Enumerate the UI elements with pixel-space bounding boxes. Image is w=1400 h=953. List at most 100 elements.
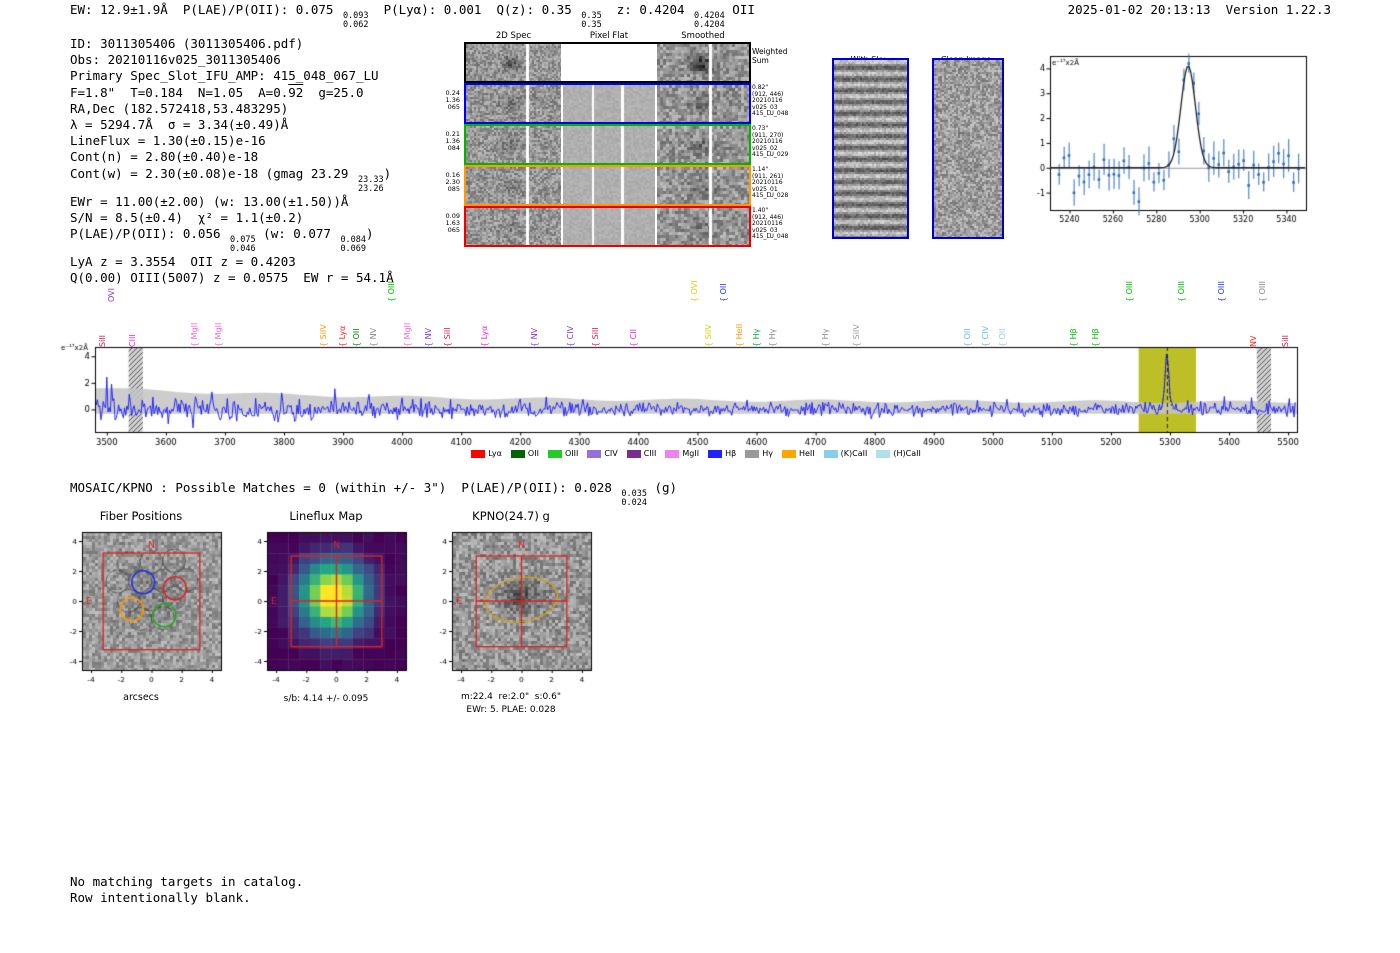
spec2d-strip-smoothed [657, 44, 749, 81]
mosaic-status-line: MOSAIC/KPNO : Possible Matches = 0 (with… [70, 480, 678, 508]
legend-swatch [471, 449, 486, 458]
legend-swatch [876, 449, 891, 458]
legend-label: Hγ [762, 449, 773, 458]
emission-line-label-OIII: { OIII [1176, 280, 1186, 302]
legend-swatch [510, 449, 525, 458]
header-summary: EW: 12.9±1.9Å P(LAE)/P(OII): 0.075 0.093… [70, 2, 755, 30]
legend-item: Hγ [745, 449, 773, 458]
emission-line-label-OII: { OII [719, 283, 729, 302]
info-line: Q(0.00) OIII(5007) z = 0.0575 EW r = 54.… [70, 270, 394, 286]
legend-label: (H)CaII [893, 449, 921, 458]
spec2d-row-weights: 0.09 1.63 065 [445, 212, 460, 234]
kpno-cutout-plot [422, 522, 600, 690]
legend-item: (H)CaII [876, 449, 921, 458]
emission-line-label-OIII: { OIII [1216, 280, 1226, 302]
legend-label: Lyα [488, 449, 502, 458]
footer-line-1: No matching targets in catalog. [70, 874, 304, 889]
header-timestamp: 2025-01-02 20:13:13 Version 1.22.3 [1067, 2, 1331, 17]
legend-swatch [665, 449, 680, 458]
spec2d-row-weights: 0.21 1.36 084 [445, 130, 460, 152]
legend-item: HeII [781, 449, 815, 458]
spec2d-strip-flat [563, 167, 655, 204]
legend-item: OIII [547, 449, 579, 458]
spec2d-strip-flat [563, 208, 655, 245]
info-line: LineFlux = 1.30(±0.15)e-16 [70, 133, 266, 149]
spec2d-col-header: Pixel Flat [589, 31, 629, 41]
info-line: LyA z = 3.3554 OII z = 0.4203 [70, 254, 296, 270]
spectrum-legend: Lyα OII OIII CIV CIII MgII Hβ Hγ HeII (K)CaII (H)C… [95, 449, 1297, 458]
fiber-positions-plot [52, 522, 230, 690]
spec2d-row-meta: 0.82" (912, 446) 20210116 v025_03 415_LU… [752, 84, 789, 118]
info-block: ID: 3011305406 (3011305406.pdf) Obs: 2021… [70, 36, 394, 286]
footer-line-2: Row intentionally blank. [70, 890, 251, 905]
full-spectrum-plot [60, 340, 1310, 452]
legend-label: CIII [643, 449, 657, 458]
spec2d-row-weights: 0.24 1.36 065 [445, 89, 460, 111]
spec2d-row [464, 165, 751, 206]
kpno-caption-2: EWr: 5. PLAE: 0.028 [466, 705, 556, 715]
legend-label: (K)CaII [840, 449, 868, 458]
spec2d-rows [464, 42, 751, 247]
spec2d-row-meta: 1.14" (911, 261) 20210116 v025_01 415_LU… [752, 166, 789, 200]
spec2d-strip-flat [563, 44, 655, 81]
spec2d-col-header: 2D Spec [495, 31, 532, 41]
spec2d-strip-flat [563, 85, 655, 122]
spec2d-strip-smoothed [657, 167, 749, 204]
legend-label: Hβ [725, 449, 737, 458]
with-sky-image [832, 58, 909, 239]
legend-item: CIV [587, 449, 618, 458]
lineflux-map-plot [237, 522, 415, 690]
legend-item: Lyα [471, 449, 502, 458]
legend-swatch [781, 449, 796, 458]
spec2d-row-meta: 1.40" (912, 446) 20210116 v025_03 415_LU… [752, 207, 789, 241]
spec2d-strip-spec [466, 167, 561, 204]
spec2d-strip-spec [466, 85, 561, 122]
spec2d-row-weights: 0.16 2.30 085 [445, 171, 460, 193]
legend-swatch [547, 449, 562, 458]
spec2d-strip-spec [466, 126, 561, 163]
info-line: λ = 5294.7Å σ = 3.34(±0.49)Å [70, 117, 289, 133]
emission-line-label-OIII: { OIII [1124, 280, 1134, 302]
legend-swatch [745, 449, 760, 458]
weighted-sum-label: Weighted Sum [752, 47, 788, 65]
legend-item: MgII [665, 449, 699, 458]
clean-image [932, 58, 1004, 239]
spec2d-strip-flat [563, 126, 655, 163]
legend-item: Hβ [708, 449, 736, 458]
spec2d-row-meta: 0.73" (911, 270) 20210116 v025_02 415_LU… [752, 125, 789, 159]
legend-item: CIII [626, 449, 657, 458]
info-line: P(LAE)/P(OII): 0.056 0.075 0.046 (w: 0.07… [70, 226, 374, 255]
info-line: Obs: 20210116v025_3011305406 [70, 52, 281, 68]
info-line: ID: 3011305406 (3011305406.pdf) [70, 36, 304, 51]
spec2d-col-header: Smoothed [681, 31, 725, 41]
lineflux-map-title: Lineflux Map [289, 509, 363, 523]
spec2d-strip-smoothed [657, 126, 749, 163]
legend-label: HeII [798, 449, 815, 458]
legend-label: MgII [682, 449, 700, 458]
emission-line-label-OVI: OVI [106, 288, 116, 302]
spec2d-row [464, 83, 751, 124]
info-line: RA,Dec (182.572418,53.483295) [70, 100, 289, 116]
spec2d-strip-spec [466, 44, 561, 81]
legend-swatch [823, 449, 838, 458]
legend-swatch [626, 449, 641, 458]
emission-line-label-OIII: { OIII [1258, 280, 1268, 302]
spec2d-strip-smoothed [657, 85, 749, 122]
legend-label: OII [527, 449, 539, 458]
legend-label: OIII [564, 449, 579, 458]
legend-item: OII [510, 449, 539, 458]
line-fit-plot [1020, 48, 1312, 230]
spec2d-strip-smoothed [657, 208, 749, 245]
fiber-positions-xlabel: arcsecs [123, 692, 159, 703]
legend-item: (K)CaII [823, 449, 868, 458]
info-line: EWr = 11.00(±2.00) (w: 13.00(±1.50))Å [70, 193, 349, 209]
info-line: F=1.8" T=0.184 N=1.05 A=0.92 g=25.0 [70, 84, 364, 100]
info-line: Cont(n) = 2.80(±0.40)e-18 [70, 149, 259, 165]
legend-swatch [708, 449, 723, 458]
emission-line-label-OVI: { OVI [690, 280, 700, 302]
legend-swatch [587, 449, 602, 458]
spec2d-row [464, 124, 751, 165]
kpno-cutout-title: KPNO(24.7) g [472, 509, 550, 523]
fiber-positions-title: Fiber Positions [99, 509, 183, 523]
